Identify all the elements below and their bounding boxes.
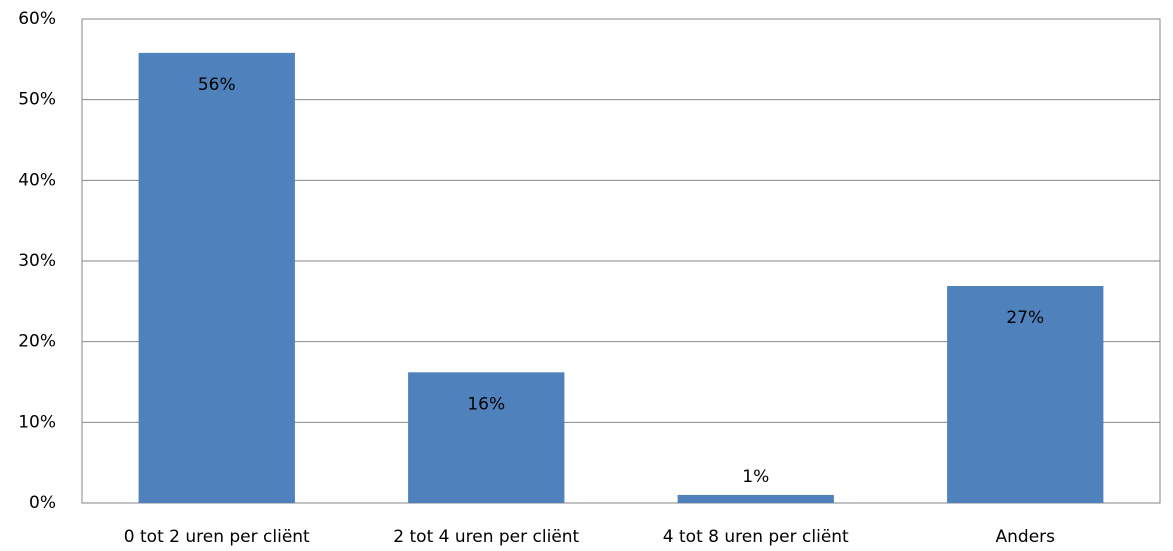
data-label: 1% <box>742 467 769 487</box>
x-tick-label: Anders <box>996 527 1056 547</box>
y-tick-label: 10% <box>18 412 56 432</box>
y-tick-label: 30% <box>18 251 56 271</box>
y-tick-label: 40% <box>18 170 56 190</box>
y-tick-label: 0% <box>29 493 56 513</box>
x-tick-label: 2 tot 4 uren per cliënt <box>393 527 579 547</box>
bar <box>677 494 834 503</box>
x-tick-label: 4 tot 8 uren per cliënt <box>663 527 849 547</box>
y-tick-label: 50% <box>18 90 56 110</box>
y-tick-label: 20% <box>18 332 56 352</box>
data-label: 56% <box>198 75 236 95</box>
data-label: 27% <box>1006 308 1044 328</box>
y-tick-label: 60% <box>18 9 56 29</box>
bar <box>138 52 295 503</box>
bar <box>408 372 565 503</box>
bar <box>947 286 1104 503</box>
data-label: 16% <box>467 394 505 414</box>
x-tick-label: 0 tot 2 uren per cliënt <box>124 527 310 547</box>
